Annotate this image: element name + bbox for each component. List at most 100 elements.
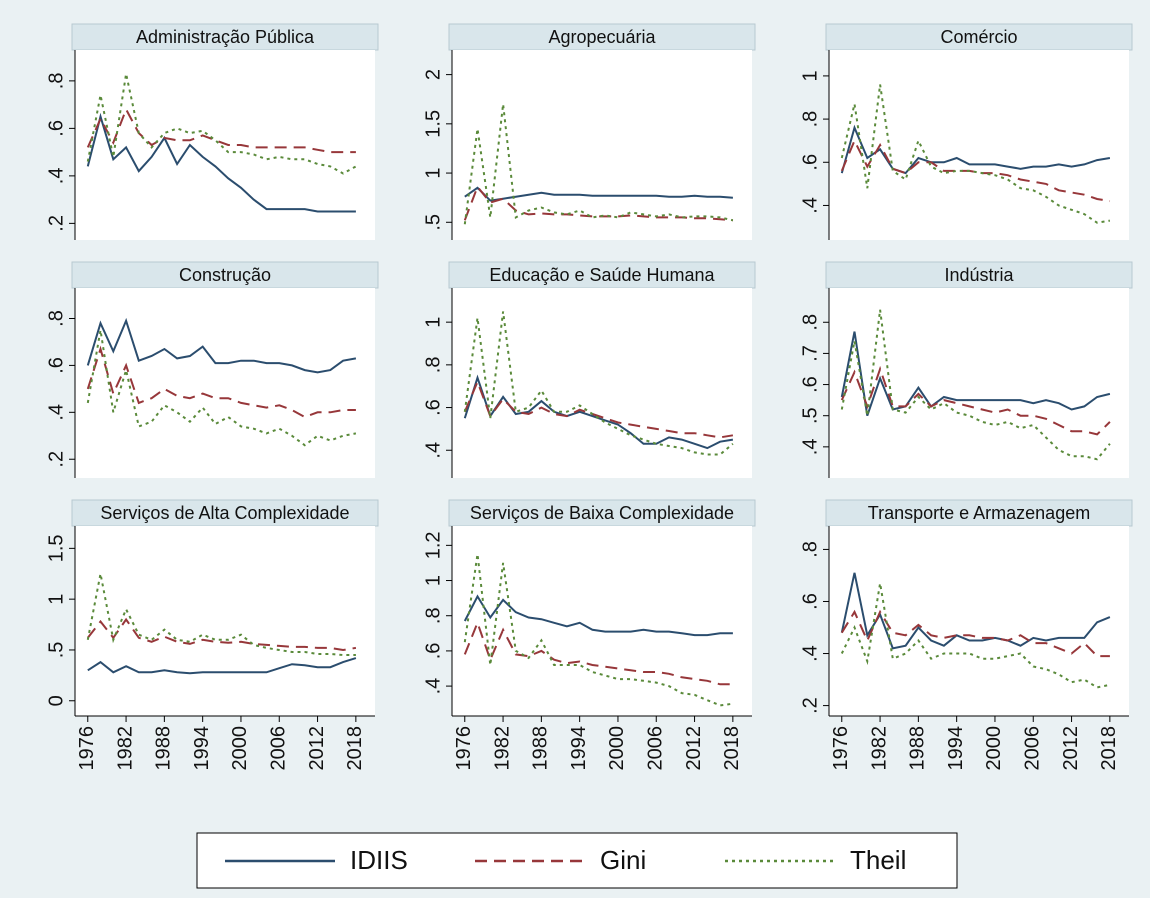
series-line [86,317,357,374]
panel-title: Educação e Saúde Humana [489,265,715,285]
series-line [840,124,1111,175]
legend-label: Gini [600,845,646,875]
panel-title: Agropecuária [548,27,656,47]
y-tick-label: .4 [799,439,821,456]
plot-area [829,526,1129,716]
y-tick-label: 1.5 [45,534,67,562]
y-tick-label: .2 [799,697,821,714]
panel-strip [825,261,1133,289]
y-tick-label: .8 [45,310,67,327]
plot-area [829,288,1129,478]
y-tick-label: 1 [422,575,444,586]
y-tick-label: 0 [45,695,67,706]
panel-title: Construção [179,265,271,285]
panel-strip [71,261,379,289]
series-line [840,583,1111,689]
series-line [464,186,733,202]
series-line [86,107,356,154]
y-tick-label: 1 [799,70,821,81]
x-tick-label: 2012 [1060,726,1082,771]
plot-area [75,288,375,478]
y-tick-label: .8 [422,357,444,374]
series-line [463,311,734,456]
legend-label: Theil [850,845,906,875]
y-tick-label: .6 [45,120,67,137]
y-tick-label: .8 [799,111,821,128]
y-tick-label: .8 [799,541,821,558]
series-line [840,331,1111,417]
legend-label: IDIIS [350,845,408,875]
panel-strip [448,261,756,289]
y-tick-label: .5 [45,642,67,659]
y-tick-label: .4 [45,404,67,421]
x-tick-label: 2012 [306,726,328,771]
x-tick-label: 2018 [1098,726,1120,771]
series-line [87,617,357,652]
x-tick-label: 1988 [153,726,175,771]
x-tick-label: 1994 [568,726,590,771]
y-tick-label: .6 [799,376,821,393]
x-tick-label: 1976 [453,726,475,771]
y-tick-label: 1 [422,167,444,178]
panel-title: Indústria [944,265,1014,285]
series-line [840,138,1111,203]
x-tick-label: 2018 [344,726,366,771]
series-line [463,553,734,707]
y-tick-label: .2 [45,215,67,232]
y-tick-label: 1 [45,594,67,605]
y-tick-label: .4 [422,678,444,695]
panel-strip [71,499,379,527]
series-line [86,73,357,175]
x-tick-label: 2000 [983,726,1005,771]
y-tick-label: 2 [422,69,444,80]
y-tick-label: .4 [799,645,821,662]
series-line [87,657,357,675]
x-tick-label: 1982 [491,726,513,771]
x-tick-label: 2006 [1022,726,1044,771]
x-tick-label: 1988 [530,726,552,771]
series-line [840,309,1111,461]
series-line [86,112,356,213]
series-line [86,345,356,419]
x-tick-label: 1994 [945,726,967,771]
panel-title: Transporte e Armazenagem [868,503,1090,523]
y-tick-label: .4 [422,442,444,459]
plot-area [75,50,375,240]
plot-area [452,50,752,240]
panel-title: Comércio [940,27,1017,47]
panel-title: Serviços de Baixa Complexidade [470,503,734,523]
x-tick-label: 1976 [76,726,98,771]
y-tick-label: .4 [799,197,821,214]
y-tick-label: .8 [45,73,67,90]
series-line [463,379,734,439]
panel-strip [448,499,756,527]
x-tick-label: 2000 [606,726,628,771]
x-tick-label: 1988 [907,726,929,771]
y-tick-label: .5 [422,214,444,231]
x-tick-label: 2012 [683,726,705,771]
x-tick-label: 1982 [114,726,136,771]
series-line [463,184,733,222]
panel-strip [71,23,379,51]
plot-area [452,288,752,478]
y-tick-label: .6 [799,593,821,610]
y-tick-label: .6 [799,154,821,171]
panel-strip [825,23,1133,51]
x-tick-label: 2000 [229,726,251,771]
series-line [463,619,733,686]
y-tick-label: 1.5 [422,110,444,138]
x-tick-label: 2006 [645,726,667,771]
y-tick-label: .4 [45,168,67,185]
y-tick-label: 1 [422,317,444,328]
y-tick-label: .5 [799,407,821,424]
y-tick-label: .6 [422,399,444,416]
series-line [463,594,733,637]
panel-title: Administração Pública [136,27,315,47]
y-tick-label: .2 [45,451,67,468]
x-tick-label: 1994 [191,726,213,771]
series-line [840,572,1111,650]
y-tick-label: .7 [799,345,821,362]
y-tick-label: .8 [422,607,444,624]
plot-area [75,526,375,716]
